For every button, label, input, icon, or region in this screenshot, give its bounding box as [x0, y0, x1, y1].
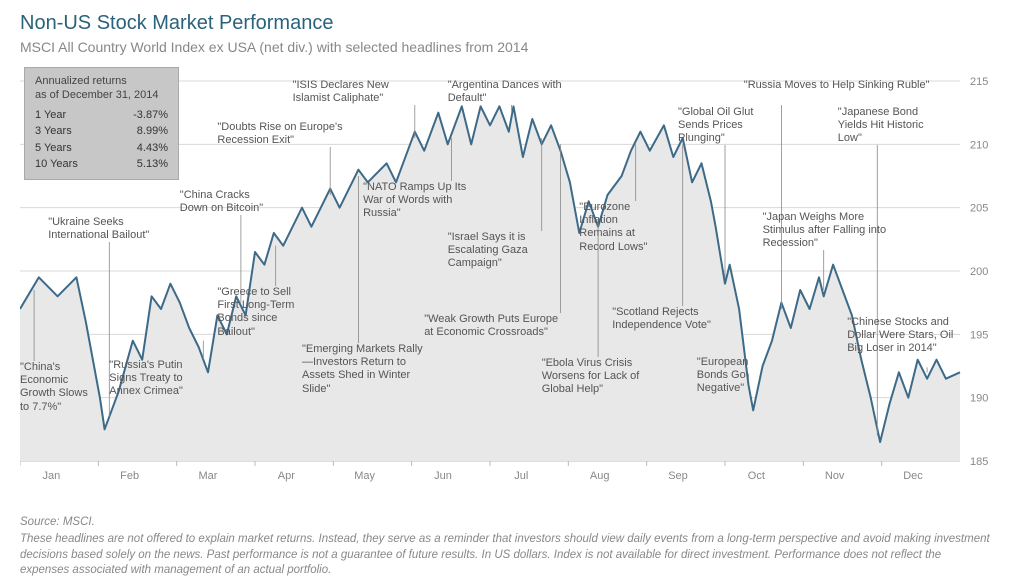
returns-header: Annualized returns as of December 31, 20… — [35, 74, 168, 103]
svg-text:Oct: Oct — [748, 470, 765, 482]
svg-text:210: 210 — [970, 139, 988, 151]
svg-text:Jun: Jun — [434, 470, 452, 482]
chart-area: Annualized returns as of December 31, 20… — [20, 61, 992, 491]
svg-text:200: 200 — [970, 266, 988, 278]
svg-text:185: 185 — [970, 456, 988, 468]
chart-title: Non-US Stock Market Performance — [20, 12, 992, 35]
source-line: Source: MSCI. — [20, 515, 992, 531]
svg-text:Feb: Feb — [120, 470, 139, 482]
returns-row: 10 Years5.13% — [35, 156, 168, 173]
svg-text:Sep: Sep — [668, 470, 688, 482]
svg-text:Jul: Jul — [514, 470, 528, 482]
svg-text:195: 195 — [970, 329, 988, 341]
chart-subtitle: MSCI All Country World Index ex USA (net… — [20, 39, 992, 55]
returns-row: 1 Year-3.87% — [35, 107, 168, 124]
svg-text:Mar: Mar — [199, 470, 218, 482]
svg-text:Dec: Dec — [903, 470, 923, 482]
svg-text:Jan: Jan — [42, 470, 60, 482]
returns-table: Annualized returns as of December 31, 20… — [24, 67, 179, 180]
returns-row: 3 Years8.99% — [35, 123, 168, 140]
svg-text:Aug: Aug — [590, 470, 610, 482]
disclaimer-text: These headlines are not offered to expla… — [20, 532, 992, 579]
svg-text:205: 205 — [970, 203, 988, 215]
svg-text:Nov: Nov — [825, 470, 845, 482]
svg-text:190: 190 — [970, 393, 988, 405]
svg-text:215: 215 — [970, 76, 988, 88]
footer: Source: MSCI. These headlines are not of… — [20, 515, 992, 579]
svg-text:May: May — [354, 470, 375, 482]
returns-row: 5 Years4.43% — [35, 140, 168, 157]
svg-text:Apr: Apr — [278, 470, 295, 482]
